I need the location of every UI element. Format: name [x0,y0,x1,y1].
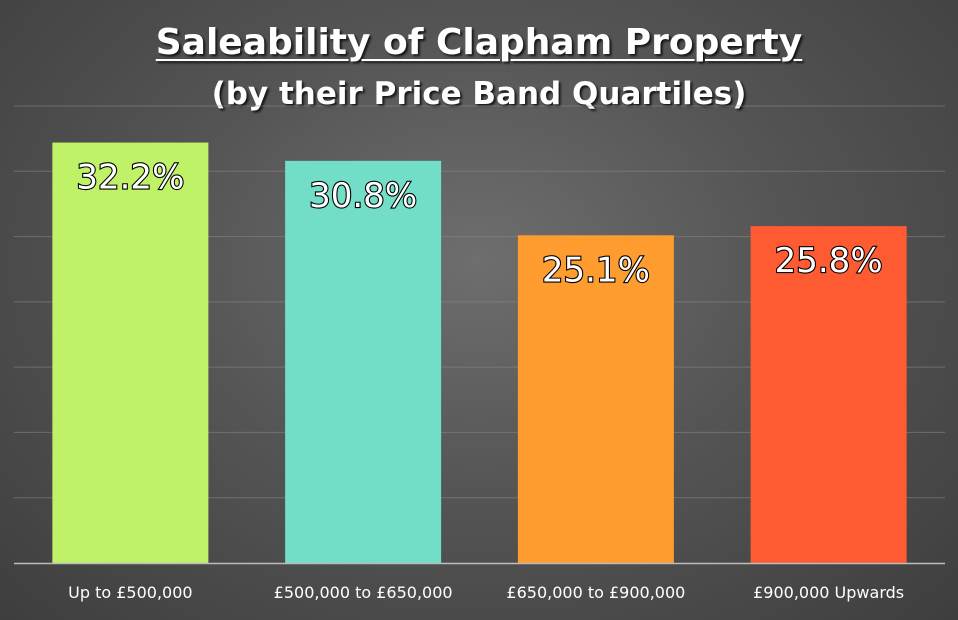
x-tick-label-1: Up to £500,000 [68,583,192,602]
bar-2 [285,160,442,563]
x-tick-label-3: £650,000 to £900,000 [506,583,685,602]
chart-title: Saleability of Clapham Property [155,22,803,63]
data-label-1: 32.2% [76,158,184,198]
bar-4 [750,226,907,563]
bar-3 [517,235,674,563]
data-label-2: 30.8% [309,176,417,216]
data-label-3: 25.1% [542,250,650,290]
x-tick-label-4: £900,000 Upwards [753,583,904,602]
data-label-4: 25.8% [775,241,883,281]
x-tick-label-2: £500,000 to £650,000 [274,583,453,602]
bar-1 [52,142,209,563]
